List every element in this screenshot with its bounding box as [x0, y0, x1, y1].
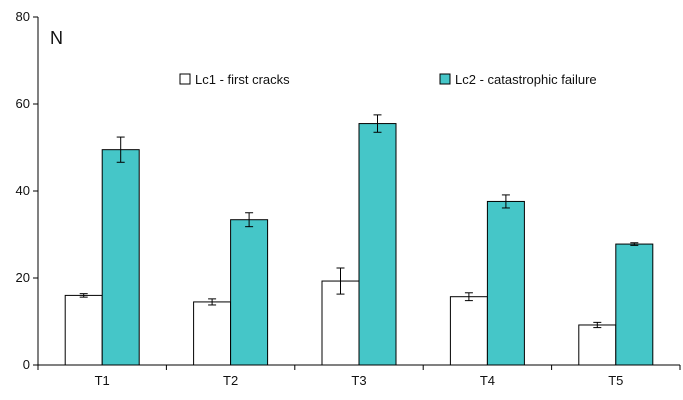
- bars: [64, 123, 654, 366]
- legend-swatch-lc1: [179, 73, 191, 85]
- x-tick-label: T5: [608, 373, 623, 388]
- x-axis-ticks: T1 T2 T3 T4 T5: [37, 365, 681, 388]
- y-tick-label: 20: [16, 270, 30, 285]
- error-bar-lc2: [116, 136, 125, 163]
- error-bar-lc2: [373, 114, 382, 133]
- legend-item-lc2: Lc2 - catastrophic failure: [439, 72, 597, 87]
- error-bar-lc2: [630, 242, 639, 246]
- legend-item-lc1: Lc1 - first cracks: [179, 72, 290, 87]
- error-bar-lc2: [245, 212, 254, 228]
- y-tick-label: 80: [16, 9, 30, 24]
- x-tick-label: T2: [223, 373, 238, 388]
- bar-lc1: [449, 296, 488, 366]
- error-bar-lc1: [79, 293, 88, 298]
- error-bar-lc1: [464, 292, 473, 302]
- bar-lc2: [101, 149, 140, 366]
- error-bars: [79, 114, 639, 329]
- x-tick-label: T3: [351, 373, 366, 388]
- y-axis-ticks: 0 20 40 60 80: [16, 9, 38, 372]
- legend: Lc1 - first cracks Lc2 - catastrophic fa…: [179, 72, 597, 87]
- x-tick-label: T4: [480, 373, 495, 388]
- y-axis-title: N: [50, 28, 63, 48]
- y-tick-label: 40: [16, 183, 30, 198]
- bar-lc2: [230, 219, 269, 366]
- bar-lc2: [486, 200, 525, 366]
- legend-label-lc2: Lc2 - catastrophic failure: [455, 72, 597, 87]
- legend-swatch-lc2: [439, 73, 451, 85]
- bar-lc1: [64, 294, 103, 366]
- error-bar-lc2: [501, 194, 510, 209]
- x-tick-label: T1: [95, 373, 110, 388]
- bar-lc1: [578, 324, 617, 366]
- error-bar-lc1: [208, 298, 217, 306]
- bar-lc2: [615, 243, 654, 366]
- bar-lc2: [358, 123, 397, 366]
- error-bar-lc1: [336, 267, 345, 295]
- bar-lc1: [193, 301, 232, 366]
- legend-label-lc1: Lc1 - first cracks: [195, 72, 290, 87]
- error-bar-lc1: [593, 321, 602, 329]
- y-tick-label: 60: [16, 96, 30, 111]
- y-tick-label: 0: [23, 357, 30, 372]
